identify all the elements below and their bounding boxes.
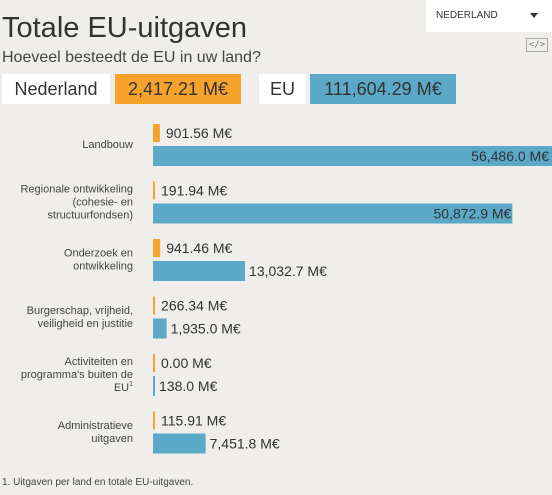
eu-value-label: 50,872.9 M€: [434, 206, 512, 222]
eu-total-label: EU: [259, 74, 306, 104]
country-total-label: Nederland: [2, 74, 110, 104]
category-label: Activiteiten en programma's buiten de EU1: [21, 356, 133, 394]
category-label-line: programma's buiten de: [21, 369, 133, 381]
category-label-line: ontwikkeling: [73, 261, 133, 273]
category-label-line: Administratieve: [58, 420, 133, 432]
category-label: Onderzoek en ontwikkeling: [64, 248, 133, 273]
category-label: Regionale ontwikkeling (cohesie- en struct…: [20, 184, 133, 222]
country-value-label: 266.34 M€: [161, 298, 227, 314]
country-select[interactable]: NEDERLAND: [426, 0, 552, 32]
eu-value-label: 138.0 M€: [159, 378, 218, 394]
eu-value-label: 1,935.0 M€: [171, 321, 241, 337]
country-value-label: 0.00 M€: [161, 355, 212, 371]
country-value-label: 901.56 M€: [166, 125, 232, 141]
footnote-marker: 1: [129, 381, 133, 388]
category-label: Administratieve uitgaven: [58, 420, 133, 445]
category-label-line: (cohesie- en: [72, 197, 133, 209]
category-label-line: Burgerschap, vrijheid,: [27, 305, 133, 317]
category-label-line: Regionale ontwikkeling: [20, 184, 133, 196]
footnote: 1. Uitgaven per land en totale EU-uitgav…: [2, 477, 194, 488]
country-bar: [153, 411, 155, 430]
country-value-label: 941.46 M€: [166, 240, 232, 256]
page-title: Totale EU-uitgaven: [2, 12, 248, 44]
category-label-line: veiligheid en justitie: [38, 318, 133, 330]
eu-bar: [153, 433, 206, 454]
category-label-line: EU1: [114, 381, 133, 394]
eu-value-label: 56,486.0 M€: [471, 148, 549, 164]
country-bar: [153, 239, 161, 257]
country-total-value: 2,417.21 M€: [115, 74, 241, 104]
eu-bar: [153, 146, 552, 166]
category-label-line: uitgaven: [91, 433, 133, 445]
page-subtitle: Hoeveel besteedt de EU in uw land?: [2, 49, 261, 66]
spending-bar-chart: Landbouw 901.56 M€ 56,486.0 M€ Regionale on…: [20, 124, 552, 454]
country-value-label: 191.94 M€: [161, 183, 227, 199]
category-label-line: Landbouw: [82, 139, 133, 151]
country-bar: [153, 296, 156, 315]
eu-value-label: 7,451.8 M€: [210, 436, 280, 452]
country-bar: [153, 124, 160, 142]
category-label-line: Activiteiten en: [65, 356, 133, 368]
eu-bar: [153, 376, 155, 396]
eu-total-value: 111,604.29 M€: [310, 74, 456, 104]
country-select-value: NEDERLAND: [436, 10, 498, 21]
country-value-label: 115.91 M€: [161, 413, 226, 429]
country-bar: [153, 181, 155, 200]
category-label: Burgerschap, vrijheid, veiligheid en just…: [27, 305, 133, 330]
category-label-line: Onderzoek en: [64, 248, 133, 260]
eu-bar: [153, 318, 167, 339]
eu-bar: [153, 261, 246, 281]
category-label-line: structuurfondsen): [47, 210, 133, 222]
category-label: Landbouw: [82, 139, 133, 151]
eu-bar: [153, 203, 513, 224]
chevron-down-icon: [530, 13, 538, 18]
embed-code-icon[interactable]: </>: [526, 38, 548, 52]
country-bar: [153, 354, 155, 372]
eu-value-label: 13,032.7 M€: [249, 263, 327, 279]
